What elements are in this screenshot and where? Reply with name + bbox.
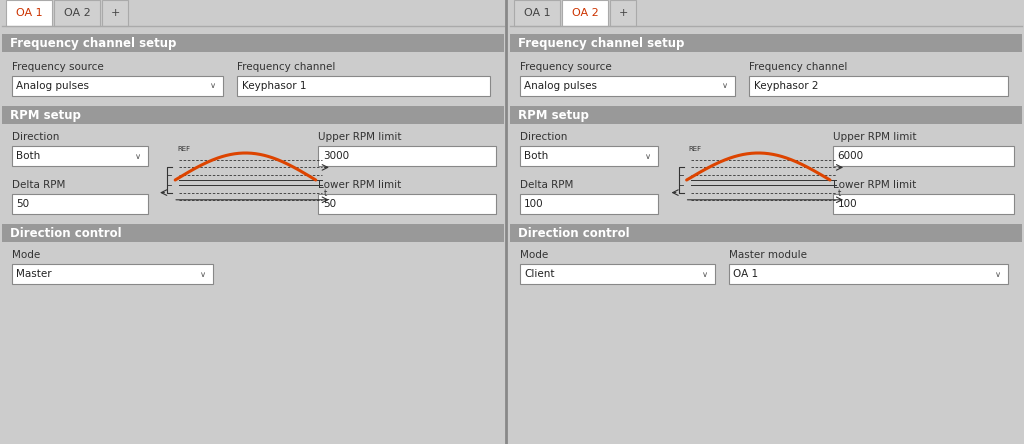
Text: REF: REF <box>177 146 190 152</box>
Bar <box>520 194 658 214</box>
Bar <box>749 76 1008 96</box>
Bar <box>510 0 1022 444</box>
Bar <box>6 0 52 26</box>
Text: ∨: ∨ <box>134 151 140 160</box>
Text: Keyphasor 1: Keyphasor 1 <box>242 81 306 91</box>
Text: Lower RPM limit: Lower RPM limit <box>833 180 915 190</box>
Text: 50: 50 <box>324 199 337 209</box>
Text: 6000: 6000 <box>838 151 863 161</box>
Text: t: t <box>838 189 842 198</box>
Text: ∨: ∨ <box>701 270 708 278</box>
Text: Frequency channel: Frequency channel <box>749 62 848 72</box>
Text: RPM setup: RPM setup <box>518 108 589 122</box>
Bar <box>520 146 658 166</box>
Bar <box>833 146 1014 166</box>
Text: t: t <box>324 189 327 198</box>
Text: Delta RPM: Delta RPM <box>520 180 573 190</box>
Text: 3000: 3000 <box>324 151 349 161</box>
Text: Both: Both <box>16 151 40 161</box>
Bar <box>2 34 504 52</box>
Bar <box>510 224 1022 242</box>
Text: OA 2: OA 2 <box>571 8 598 18</box>
Text: Direction: Direction <box>12 132 59 142</box>
Text: 100: 100 <box>524 199 544 209</box>
Text: Frequency channel setup: Frequency channel setup <box>518 36 684 49</box>
Bar <box>237 76 490 96</box>
Text: Frequency channel setup: Frequency channel setup <box>10 36 176 49</box>
Bar <box>610 0 636 26</box>
Text: RPM setup: RPM setup <box>10 108 81 122</box>
Bar <box>2 106 504 124</box>
Bar <box>2 224 504 242</box>
Text: Direction control: Direction control <box>518 226 630 239</box>
Text: Mode: Mode <box>12 250 40 260</box>
Text: Delta RPM: Delta RPM <box>12 180 66 190</box>
Text: Frequency source: Frequency source <box>520 62 611 72</box>
Bar <box>12 264 213 284</box>
Text: Direction control: Direction control <box>10 226 122 239</box>
Text: Master module: Master module <box>728 250 807 260</box>
Text: +: + <box>618 8 628 18</box>
Bar <box>54 0 100 26</box>
Text: OA 2: OA 2 <box>63 8 90 18</box>
Text: ∨: ∨ <box>722 82 728 91</box>
Bar <box>102 0 128 26</box>
Text: Analog pulses: Analog pulses <box>524 81 597 91</box>
Text: Direction: Direction <box>520 132 567 142</box>
Bar <box>520 76 735 96</box>
Text: Lower RPM limit: Lower RPM limit <box>318 180 401 190</box>
Text: Frequency channel: Frequency channel <box>237 62 335 72</box>
Bar <box>2 0 504 444</box>
Text: Both: Both <box>524 151 548 161</box>
Text: Client: Client <box>524 269 555 279</box>
Bar <box>318 146 496 166</box>
Bar <box>510 106 1022 124</box>
Bar <box>12 76 223 96</box>
Text: Analog pulses: Analog pulses <box>16 81 89 91</box>
Bar <box>520 264 715 284</box>
Text: Mode: Mode <box>520 250 548 260</box>
Text: ∨: ∨ <box>645 151 651 160</box>
Text: OA 1: OA 1 <box>523 8 550 18</box>
Bar <box>728 264 1008 284</box>
Text: Upper RPM limit: Upper RPM limit <box>833 132 916 142</box>
Text: Master: Master <box>16 269 51 279</box>
Text: Keyphasor 2: Keyphasor 2 <box>754 81 818 91</box>
Text: ∨: ∨ <box>210 82 216 91</box>
Bar <box>12 194 147 214</box>
Bar <box>12 146 147 166</box>
Bar <box>833 194 1014 214</box>
Text: OA 1: OA 1 <box>732 269 758 279</box>
Bar <box>318 194 496 214</box>
Bar <box>510 34 1022 52</box>
Text: ∨: ∨ <box>200 270 206 278</box>
Text: REF: REF <box>688 146 701 152</box>
Text: 100: 100 <box>838 199 857 209</box>
Text: +: + <box>111 8 120 18</box>
Text: 50: 50 <box>16 199 29 209</box>
Text: OA 1: OA 1 <box>15 8 42 18</box>
Bar <box>514 0 560 26</box>
Text: Upper RPM limit: Upper RPM limit <box>318 132 401 142</box>
Text: ∨: ∨ <box>995 270 1001 278</box>
Bar <box>562 0 608 26</box>
Text: Frequency source: Frequency source <box>12 62 103 72</box>
